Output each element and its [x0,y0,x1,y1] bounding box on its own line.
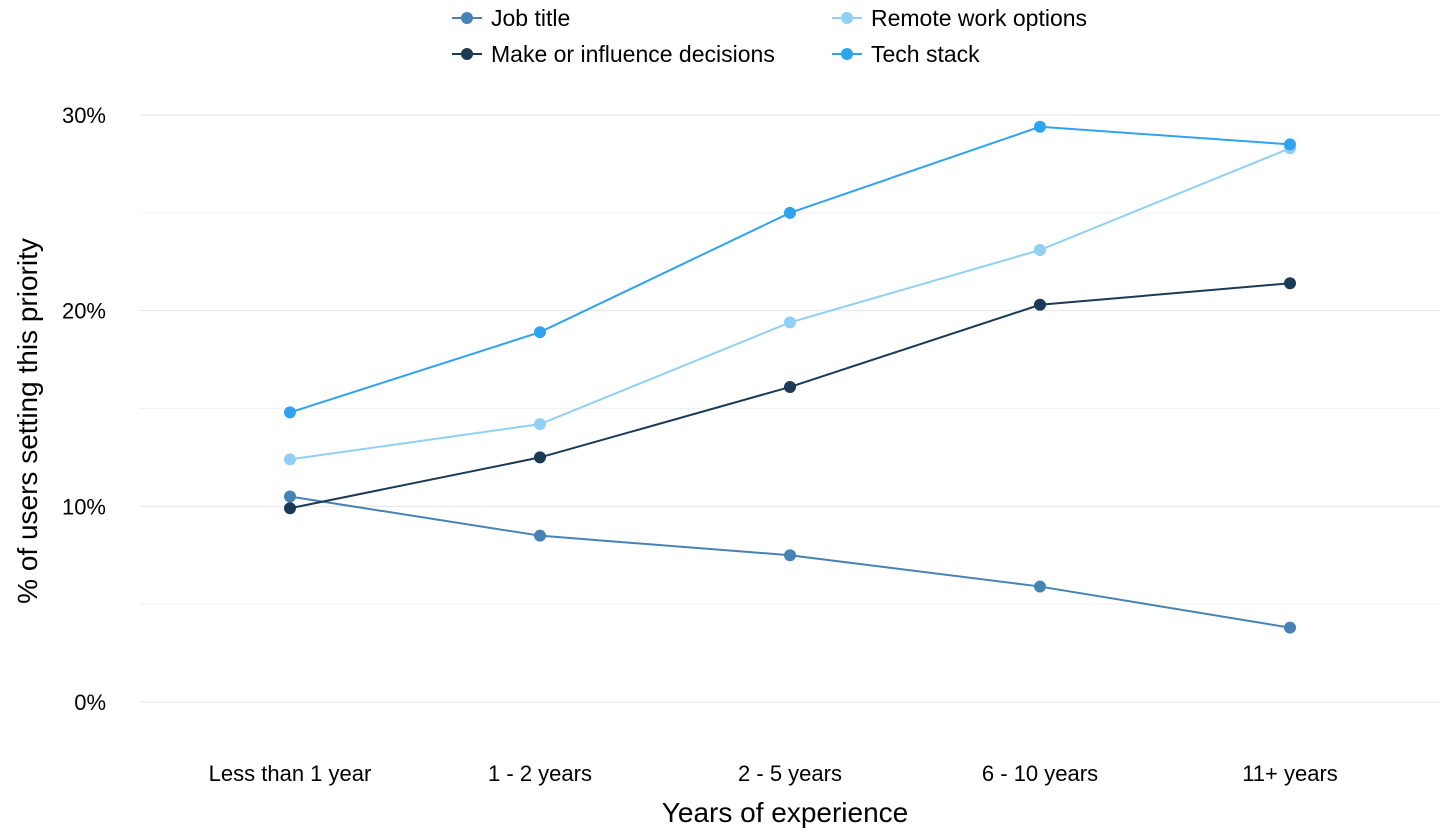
data-point [1034,120,1046,133]
legend-label: Remote work options [871,5,1087,31]
x-axis-tick-labels: Less than 1 year 1 - 2 years 2 - 5 years 6 … [209,761,1338,786]
y-tick-label: 30% [62,103,106,128]
data-point [1284,621,1296,634]
data-point [534,451,546,464]
legend-swatch-marker [841,12,853,24]
legend-label: Job title [491,5,570,31]
series-line [289,495,1291,629]
data-point [1284,138,1296,151]
data-point [784,549,796,562]
data-point [534,529,546,542]
data-point [1034,580,1046,593]
legend-item: Tech stack [832,41,980,67]
legend-swatch-marker [461,48,473,60]
data-point [1284,277,1296,290]
legend-item: Job title [452,5,570,31]
legend: Job title Make or influence decisions Remo… [452,5,1087,67]
y-axis-title: % of users setting this priority [12,238,43,604]
data-point [784,316,796,329]
data-point [784,206,796,219]
y-tick-label: 0% [74,690,106,715]
y-axis-tick-labels: 0% 10% 20% 30% [62,103,106,715]
legend-swatch-marker [841,48,853,60]
data-point [1034,298,1046,311]
legend-label: Make or influence decisions [491,41,775,67]
series-2 [284,142,1296,466]
x-axis-title: Years of experience [662,797,908,828]
data-point [784,380,796,393]
legend-label: Tech stack [871,41,980,67]
data-point [534,418,546,431]
data-point [1034,244,1046,257]
legend-item: Make or influence decisions [452,41,775,67]
legend-swatch-marker [461,12,473,24]
series-lines [284,120,1296,634]
x-tick-label: 2 - 5 years [738,761,842,786]
y-tick-label: 10% [62,494,106,519]
data-point [284,502,296,515]
series-line [289,125,1291,414]
data-point [284,490,296,503]
x-tick-label: Less than 1 year [209,761,372,786]
series-1 [284,277,1296,515]
series-line [289,147,1291,461]
x-tick-label: 6 - 10 years [982,761,1098,786]
x-tick-label: 11+ years [1242,761,1338,786]
series-3 [284,120,1296,419]
data-point [534,326,546,339]
grid-lines [140,114,1440,703]
series-0 [284,490,1296,634]
y-tick-label: 20% [62,299,106,324]
x-tick-label: 1 - 2 years [488,761,592,786]
data-point [284,453,296,466]
data-point [284,406,296,419]
legend-item: Remote work options [832,5,1087,31]
